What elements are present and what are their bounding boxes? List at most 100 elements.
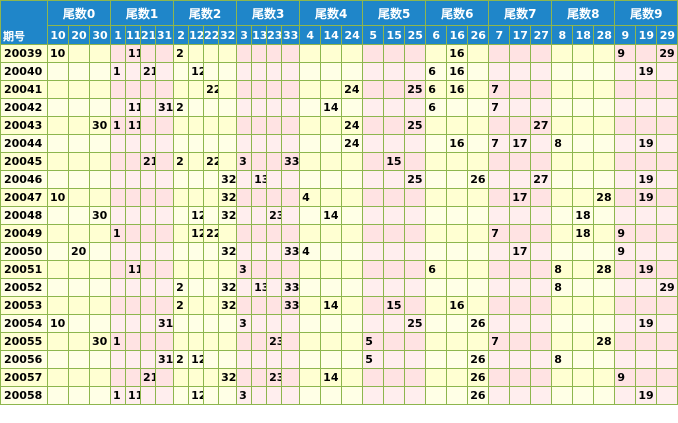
number-cell: 22 (203, 224, 220, 243)
number-cell (218, 116, 238, 135)
number-cell (125, 206, 142, 225)
number-cell (155, 332, 175, 351)
number-cell (467, 296, 490, 315)
table-row: 2004330111242527 (0, 116, 678, 135)
number-cell (320, 170, 343, 189)
number-cell (362, 80, 385, 99)
number-cell: 4 (299, 242, 322, 261)
number-cell (488, 62, 511, 81)
number-cell (88, 134, 112, 153)
column-header: 16 (446, 25, 469, 45)
number-cell (88, 188, 112, 207)
table-row: 20055 301 23 5 7 28 (0, 332, 678, 351)
number-cell (218, 314, 238, 333)
number-cell (88, 386, 112, 405)
number-cell: 31 (155, 314, 175, 333)
number-cell (446, 152, 469, 171)
number-cell (656, 188, 678, 207)
number-cell (530, 296, 553, 315)
number-cell (362, 386, 385, 405)
number-cell (299, 314, 322, 333)
number-cell: 31 (155, 350, 175, 369)
number-cell (188, 98, 205, 117)
number-cell (404, 152, 427, 171)
column-header: 19 (635, 25, 658, 45)
number-cell (509, 224, 532, 243)
number-cell (68, 386, 90, 405)
number-cell (551, 332, 574, 351)
number-cell (299, 332, 322, 351)
number-cell (203, 98, 220, 117)
number-cell (509, 98, 532, 117)
number-cell (530, 314, 553, 333)
number-cell (266, 98, 283, 117)
number-cell (110, 80, 127, 99)
number-cell (362, 188, 385, 207)
number-cell: 19 (635, 188, 658, 207)
number-cell (488, 116, 511, 135)
number-cell (266, 296, 283, 315)
number-cell (281, 116, 301, 135)
number-cell (593, 170, 616, 189)
number-cell: 6 (425, 98, 448, 117)
period-cell: 20056 (0, 350, 48, 369)
period-cell: 20045 (0, 152, 48, 171)
number-cell (320, 224, 343, 243)
number-cell (68, 350, 90, 369)
number-cell (155, 278, 175, 297)
number-cell (299, 152, 322, 171)
number-cell (140, 260, 157, 279)
number-cell (425, 278, 448, 297)
number-cell: 28 (593, 188, 616, 207)
number-cell (572, 260, 595, 279)
number-cell: 28 (593, 332, 616, 351)
number-cell (266, 242, 283, 261)
number-cell (530, 188, 553, 207)
number-cell (614, 62, 637, 81)
number-cell (251, 134, 268, 153)
period-cell: 20052 (0, 278, 48, 297)
number-cell (614, 134, 637, 153)
number-cell (140, 170, 157, 189)
number-cell (155, 260, 175, 279)
number-cell (509, 152, 532, 171)
number-cell (203, 206, 220, 225)
number-cell: 8 (551, 260, 574, 279)
number-cell: 33 (281, 152, 301, 171)
number-cell: 17 (509, 134, 532, 153)
number-cell (125, 242, 142, 261)
column-header: 10 (47, 25, 69, 45)
number-cell (509, 44, 532, 63)
column-header: 24 (341, 25, 364, 45)
number-cell (47, 98, 69, 117)
number-cell (656, 332, 678, 351)
number-cell (551, 314, 574, 333)
number-cell (140, 134, 157, 153)
number-cell (530, 80, 553, 99)
number-cell (593, 242, 616, 261)
number-cell: 31 (155, 98, 175, 117)
number-cell (320, 152, 343, 171)
number-cell (362, 152, 385, 171)
number-cell (140, 278, 157, 297)
number-cell (488, 188, 511, 207)
number-cell: 26 (467, 170, 490, 189)
number-cell (125, 278, 142, 297)
number-cell (446, 188, 469, 207)
number-cell (47, 206, 69, 225)
number-cell (593, 98, 616, 117)
number-cell (47, 134, 69, 153)
number-cell (110, 350, 127, 369)
number-cell (88, 152, 112, 171)
table-row: 20054 10 31 3 25 26 19 (0, 314, 678, 333)
number-cell (404, 224, 427, 243)
number-cell: 20 (68, 242, 90, 261)
number-cell (383, 332, 406, 351)
number-cell (656, 386, 678, 405)
number-cell: 32 (218, 206, 238, 225)
number-cell (236, 278, 253, 297)
number-cell (110, 152, 127, 171)
number-cell (614, 260, 637, 279)
number-cell (140, 80, 157, 99)
number-cell (88, 260, 112, 279)
